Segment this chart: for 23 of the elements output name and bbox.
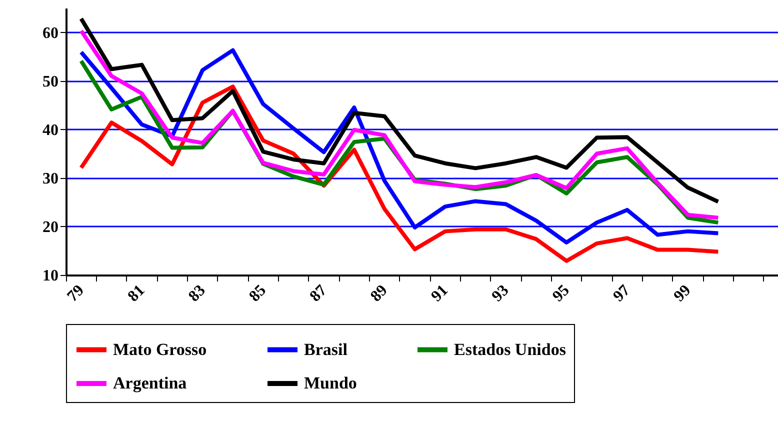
x-tick-label: 97 (610, 282, 634, 306)
x-tick-label: 91 (428, 282, 452, 306)
y-tick-label: 20 (42, 218, 58, 236)
x-tick-label: 85 (246, 282, 270, 306)
x-tick-label: 95 (550, 282, 573, 306)
y-tick-label: 60 (42, 24, 58, 42)
legend-label: Mato Grosso (113, 340, 207, 359)
x-tick-label: 99 (670, 282, 694, 306)
x-tick-label: 81 (124, 282, 148, 306)
x-tick-label: 89 (368, 282, 391, 306)
x-tick-label: 79 (64, 282, 88, 306)
line-series (79, 84, 720, 263)
y-tick-label: 50 (42, 73, 58, 90)
legend-label: Brasil (304, 340, 348, 359)
legend-label: Estados Unidos (454, 340, 566, 359)
x-tick-label: 93 (488, 282, 512, 306)
x-tick-label: 83 (186, 282, 209, 306)
y-tick-label: 30 (42, 170, 58, 188)
legend-label: Argentina (113, 374, 188, 392)
legend-label: Mundo (304, 374, 357, 392)
y-tick-label: 40 (42, 122, 58, 139)
y-tick-label: 10 (42, 268, 58, 284)
x-tick-label: 87 (306, 282, 330, 306)
